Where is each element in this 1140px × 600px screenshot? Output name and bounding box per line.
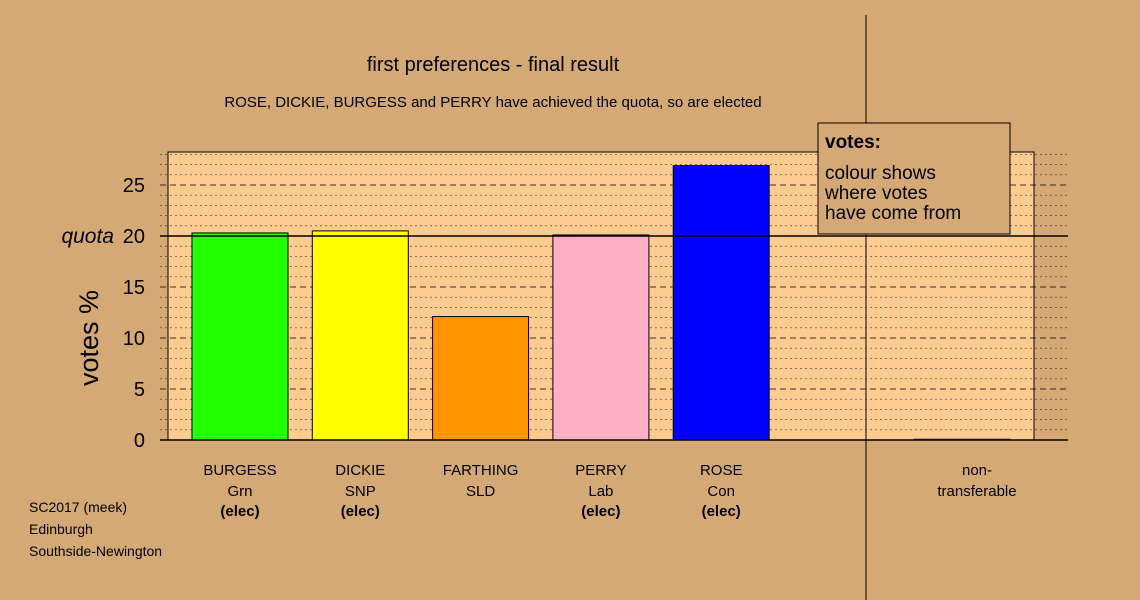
x-label-name: FARTHING [443,462,519,479]
bar-farthing [432,316,530,441]
x-label-nontransferable-2: transferable [937,483,1016,500]
legend-line-3: have come from [825,203,961,224]
footer-line-3: Southside-Newington [29,543,162,559]
legend: votes: colour shows where votes have com… [817,122,1011,235]
y-tick-label: 20 [123,226,145,248]
x-label-name: DICKIE [335,462,385,479]
x-label-party: Grn [227,483,252,500]
y-tick-label: 10 [123,328,145,350]
y-tick-label: 5 [134,379,145,401]
x-axis-labels: BURGESS Grn (elec) DICKIE SNP (elec) FARTHING S… [203,462,1016,520]
x-label-party: Lab [588,483,613,500]
x-label-name: ROSE [700,462,743,479]
y-axis-label: votes % [74,290,104,386]
x-label-party: SNP [345,483,376,500]
footer-line-2: Edinburgh [29,521,93,537]
bar-burgess [191,232,289,441]
bars-group [191,165,1011,441]
bar-perry [552,234,650,441]
quota-label: quota [61,225,114,248]
y-tick-label: 15 [123,277,145,299]
chart-subtitle: ROSE, DICKIE, BURGESS and PERRY have ach… [224,94,761,111]
footer-line-1: SC2017 (meek) [29,499,127,515]
bar-rose [672,165,770,441]
x-label-status: (elec) [702,503,741,520]
chart-title: first preferences - final result [367,54,620,76]
x-label-status: (elec) [341,503,380,520]
x-label-party: SLD [466,483,495,500]
x-label-name: BURGESS [203,462,276,479]
legend-title: votes: [825,132,881,153]
bar-dickie [311,230,409,441]
x-label-status: (elec) [220,503,259,520]
x-label-status: (elec) [581,503,620,520]
x-label-party: Con [707,483,735,500]
y-tick-label: 25 [123,175,145,197]
y-tick-label: 0 [134,430,145,452]
x-label-name: PERRY [575,462,626,479]
legend-line-1: colour shows [825,163,936,184]
legend-box [817,122,1011,235]
y-axis-ticks: 0 5 10 15 20 25 [123,175,145,452]
x-label-nontransferable-1: non- [962,462,992,479]
legend-line-2: where votes [824,183,927,204]
